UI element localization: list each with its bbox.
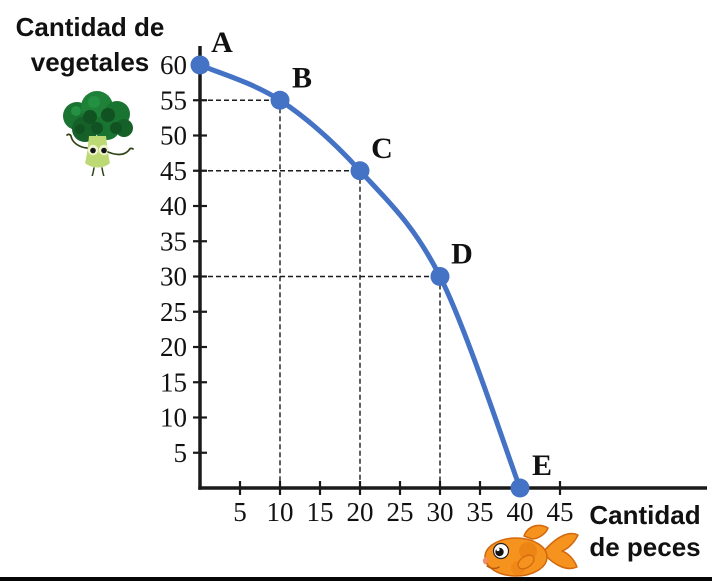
point-dot-B — [270, 90, 290, 110]
y-tick-label: 25 — [160, 297, 187, 327]
x-axis-title-line2: de peces — [589, 532, 701, 562]
x-axis-title-line1: Cantidad — [589, 500, 701, 530]
point-label-B: B — [292, 61, 312, 94]
y-tick-label: 35 — [160, 226, 187, 256]
broccoli-florets — [63, 91, 133, 142]
x-axis-title: Cantidad de peces — [580, 499, 710, 563]
fish-dorsal-fin — [523, 524, 549, 540]
fish-lips — [482, 557, 488, 565]
y-tick-label: 55 — [160, 85, 187, 115]
fish-smile — [486, 565, 500, 570]
broccoli-limbs — [66, 133, 134, 176]
x-tick-label: 25 — [387, 497, 414, 527]
y-tick-label: 20 — [160, 332, 187, 362]
y-tick-label: 45 — [160, 156, 187, 186]
y-tick-label: 60 — [160, 50, 187, 80]
point-label-C: C — [371, 132, 393, 165]
bottom-divider — [0, 577, 712, 581]
fish-pectoral-fin — [517, 554, 535, 570]
y-tick-label: 30 — [160, 262, 187, 292]
x-tick-label: 5 — [233, 497, 247, 527]
point-dot-A — [190, 55, 210, 75]
x-tick-label: 40 — [507, 497, 534, 527]
broccoli-icon — [63, 91, 134, 176]
y-axis-title: Cantidad de vegetales — [6, 10, 174, 80]
point-label-D: D — [451, 238, 473, 271]
point-dot-C — [350, 161, 370, 181]
x-tick-label: 10 — [267, 497, 294, 527]
fish-eye — [492, 542, 510, 560]
y-tick-label: 5 — [174, 438, 188, 468]
y-tick-label: 10 — [160, 403, 187, 433]
y-tick-label: 50 — [160, 121, 187, 151]
x-tick-label: 35 — [467, 497, 494, 527]
goldfish-icon — [482, 524, 579, 577]
point-dot-E — [510, 478, 530, 498]
x-tick-label: 15 — [307, 497, 334, 527]
ppf-curve — [197, 62, 523, 491]
broccoli-eyes — [87, 144, 110, 156]
y-tick-label: 15 — [160, 367, 187, 397]
point-label-E: E — [532, 449, 552, 482]
point-dot-D — [430, 267, 450, 286]
point-label-A: A — [211, 26, 233, 59]
x-tick-label: 20 — [347, 497, 374, 527]
x-tick-label: 30 — [427, 497, 454, 527]
y-tick-label: 40 — [160, 191, 187, 221]
x-tick-label: 45 — [547, 497, 574, 527]
y-axis-title-line2: vegetales — [30, 47, 150, 77]
fish-tail — [543, 532, 579, 570]
y-axis-title-line1: Cantidad de — [15, 12, 165, 42]
